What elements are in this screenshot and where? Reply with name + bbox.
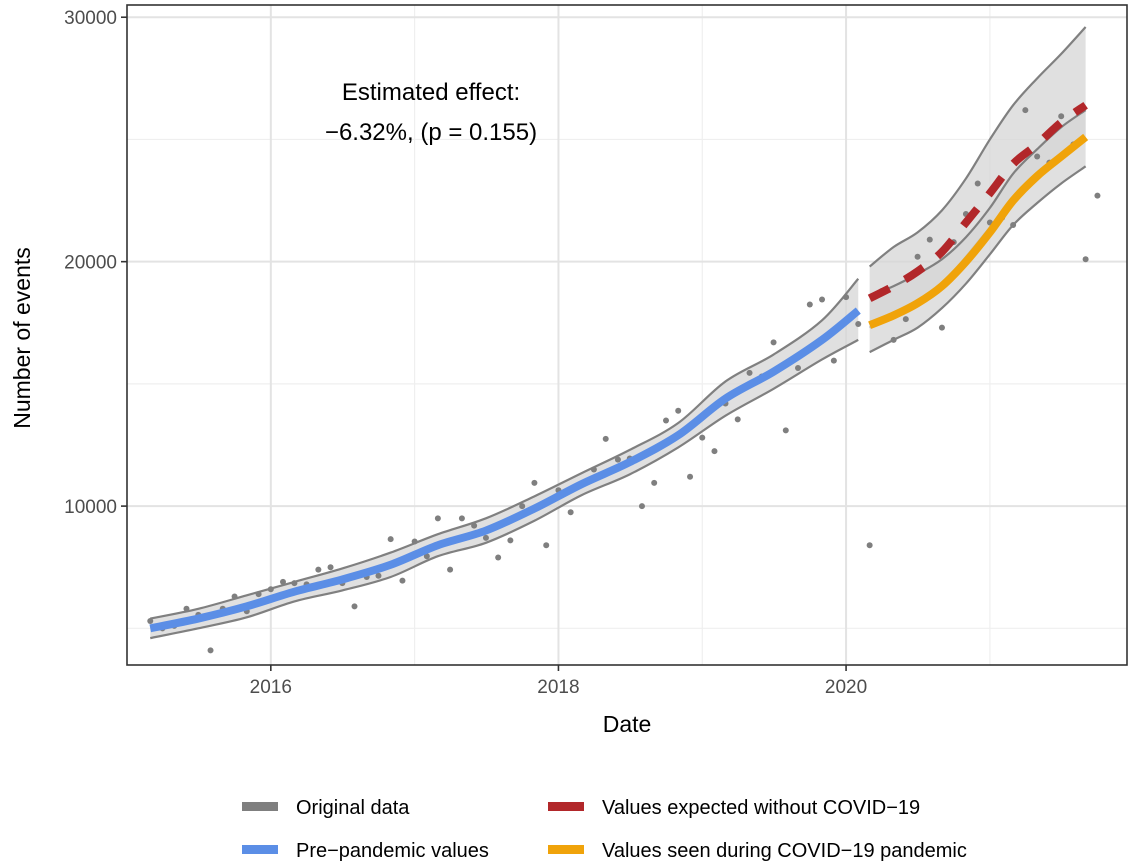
data-point (914, 253, 921, 260)
data-point (399, 577, 406, 584)
data-point (423, 553, 430, 560)
legend-key-original-data (242, 802, 278, 811)
data-point (327, 564, 334, 571)
data-point (782, 427, 789, 434)
y-tick-label: 10000 (64, 497, 117, 518)
data-point (1034, 153, 1041, 160)
x-tick-label: 2016 (250, 677, 292, 698)
legend-label-pre-pandemic: Pre−pandemic values (296, 840, 489, 862)
data-point (1010, 222, 1017, 228)
data-point (746, 369, 753, 376)
estimated-effect-annotation-line-2: −6.32%, (p = 0.155) (325, 119, 537, 146)
y-tick-label: 20000 (64, 253, 117, 274)
expected-band-upper-edge (868, 26, 1087, 268)
data-point (458, 515, 465, 522)
estimated-effect-annotation-line-1: Estimated effect: (342, 79, 520, 106)
data-point (279, 578, 286, 585)
data-point (519, 503, 526, 510)
data-point (434, 515, 441, 522)
data-point (1094, 192, 1101, 199)
data-point (447, 566, 454, 573)
data-point (375, 572, 382, 579)
legend-label-expected: Values expected without COVID−19 (602, 797, 920, 819)
observed-band (869, 110, 1086, 353)
data-point (926, 236, 933, 243)
data-point (411, 538, 418, 545)
data-point (795, 365, 802, 371)
data-point (806, 301, 813, 308)
data-point (638, 503, 645, 510)
data-point (1058, 113, 1065, 120)
data-point (351, 603, 358, 610)
legend-key-observed (548, 845, 584, 854)
data-point (482, 534, 489, 541)
data-point (614, 456, 621, 463)
data-point (531, 479, 538, 486)
data-point (974, 180, 981, 187)
data-point (255, 591, 262, 598)
data-point (602, 435, 609, 442)
y-tick-label: 30000 (64, 8, 117, 29)
observed-band-lower-edge (869, 165, 1087, 354)
data-point (471, 522, 478, 529)
fit-lines (149, 101, 1089, 633)
data-point (1082, 256, 1089, 263)
y-axis: 10000 20000 30000 (64, 8, 127, 518)
pre-pandemic-band (150, 278, 859, 639)
data-point (938, 324, 945, 331)
legend-key-expected (548, 802, 584, 811)
expected-band (869, 27, 1086, 328)
x-axis-title: Date (603, 711, 652, 737)
observed-line (868, 133, 1089, 329)
data-point (890, 336, 897, 343)
data-point (567, 509, 574, 516)
data-point (267, 586, 274, 593)
data-point (495, 554, 502, 561)
data-point (543, 542, 550, 549)
x-tick-label: 2018 (537, 677, 579, 698)
data-point (147, 618, 154, 624)
data-point (866, 542, 873, 549)
data-point (902, 316, 909, 323)
legend-label-original-data: Original data (296, 797, 410, 819)
confidence-bands (150, 26, 1087, 640)
data-point (651, 479, 658, 486)
y-axis-title: Number of events (9, 247, 35, 429)
legend: Original data Values expected without CO… (242, 797, 967, 862)
data-point (687, 473, 694, 480)
expected-line (867, 101, 1088, 302)
data-point (315, 566, 322, 573)
legend-key-pre-pandemic (242, 845, 278, 854)
data-point (663, 417, 670, 424)
x-axis: 2016 2018 2020 (250, 665, 867, 698)
pre-pandemic-band-upper-edge (150, 278, 860, 620)
data-point (819, 296, 826, 303)
data-point (843, 294, 850, 301)
data-point (699, 434, 706, 441)
data-point (291, 580, 298, 587)
legend-label-observed: Values seen during COVID−19 pandemic (602, 840, 967, 862)
grid (127, 5, 1127, 665)
data-point (207, 647, 214, 654)
data-point (711, 448, 718, 455)
data-point (770, 339, 777, 346)
x-tick-label: 2020 (825, 677, 867, 698)
data-point (1022, 107, 1029, 114)
data-point (183, 605, 190, 612)
pre-pandemic-band-lower-edge (150, 338, 859, 640)
data-point (830, 357, 837, 364)
data-point (855, 321, 862, 327)
data-point (675, 407, 682, 414)
pre-pandemic-line (149, 307, 861, 633)
data-point (590, 466, 597, 473)
data-point (387, 536, 394, 543)
data-point (507, 537, 514, 544)
data-point (231, 593, 238, 600)
plot-panel-border (126, 4, 1128, 666)
data-point (734, 416, 741, 423)
